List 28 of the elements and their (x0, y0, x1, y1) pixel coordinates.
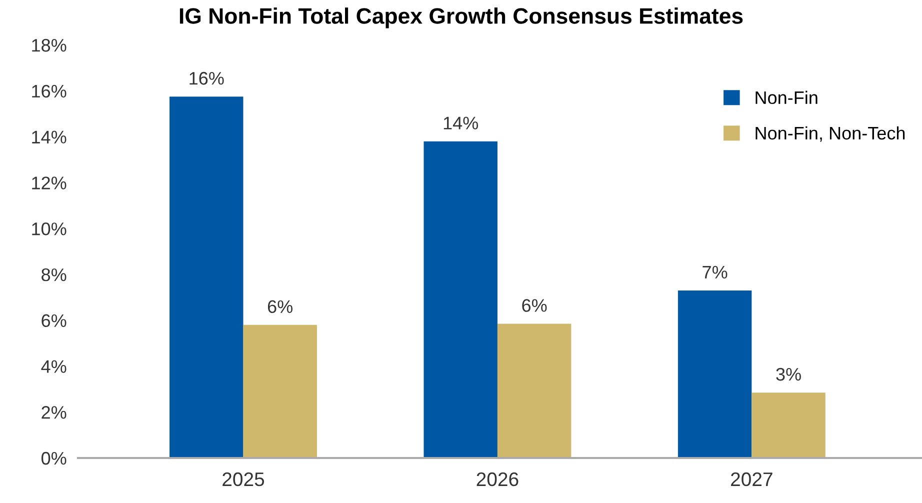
x-tick-label: 2025 (222, 472, 264, 486)
data-label: 3% (776, 368, 801, 381)
data-label: 7% (702, 266, 728, 279)
data-label: 6% (522, 299, 547, 312)
x-tick-label: 2026 (476, 472, 518, 486)
data-label: 16% (190, 72, 224, 85)
y-tick-label: 16% (32, 84, 66, 98)
y-tick-label: 10% (32, 222, 66, 236)
y-tick-label: 12% (32, 176, 66, 190)
bar (497, 324, 572, 458)
bar (752, 392, 826, 458)
data-label: 6% (268, 300, 293, 314)
y-tick-label: 0% (42, 452, 66, 465)
y-tick-label: 4% (41, 360, 66, 373)
y-tick-label: 2% (42, 406, 66, 419)
x-tick-label: 2027 (731, 472, 772, 486)
y-tick-label: 6% (42, 314, 66, 328)
bar (243, 324, 317, 458)
legend-label: Non-Fin, Non-Tech (756, 126, 905, 142)
legend-label: Non-Fin (756, 90, 818, 104)
data-label: 14% (444, 116, 478, 130)
y-tick-label: 14% (32, 130, 66, 144)
bar (424, 141, 498, 458)
y-tick-label: 18% (32, 38, 66, 52)
bar (170, 96, 244, 458)
chart-title: IG Non-Fin Total Capex Growth Consensus Estimates (180, 8, 743, 28)
bar (678, 290, 752, 458)
y-tick-label: 8% (42, 268, 66, 282)
